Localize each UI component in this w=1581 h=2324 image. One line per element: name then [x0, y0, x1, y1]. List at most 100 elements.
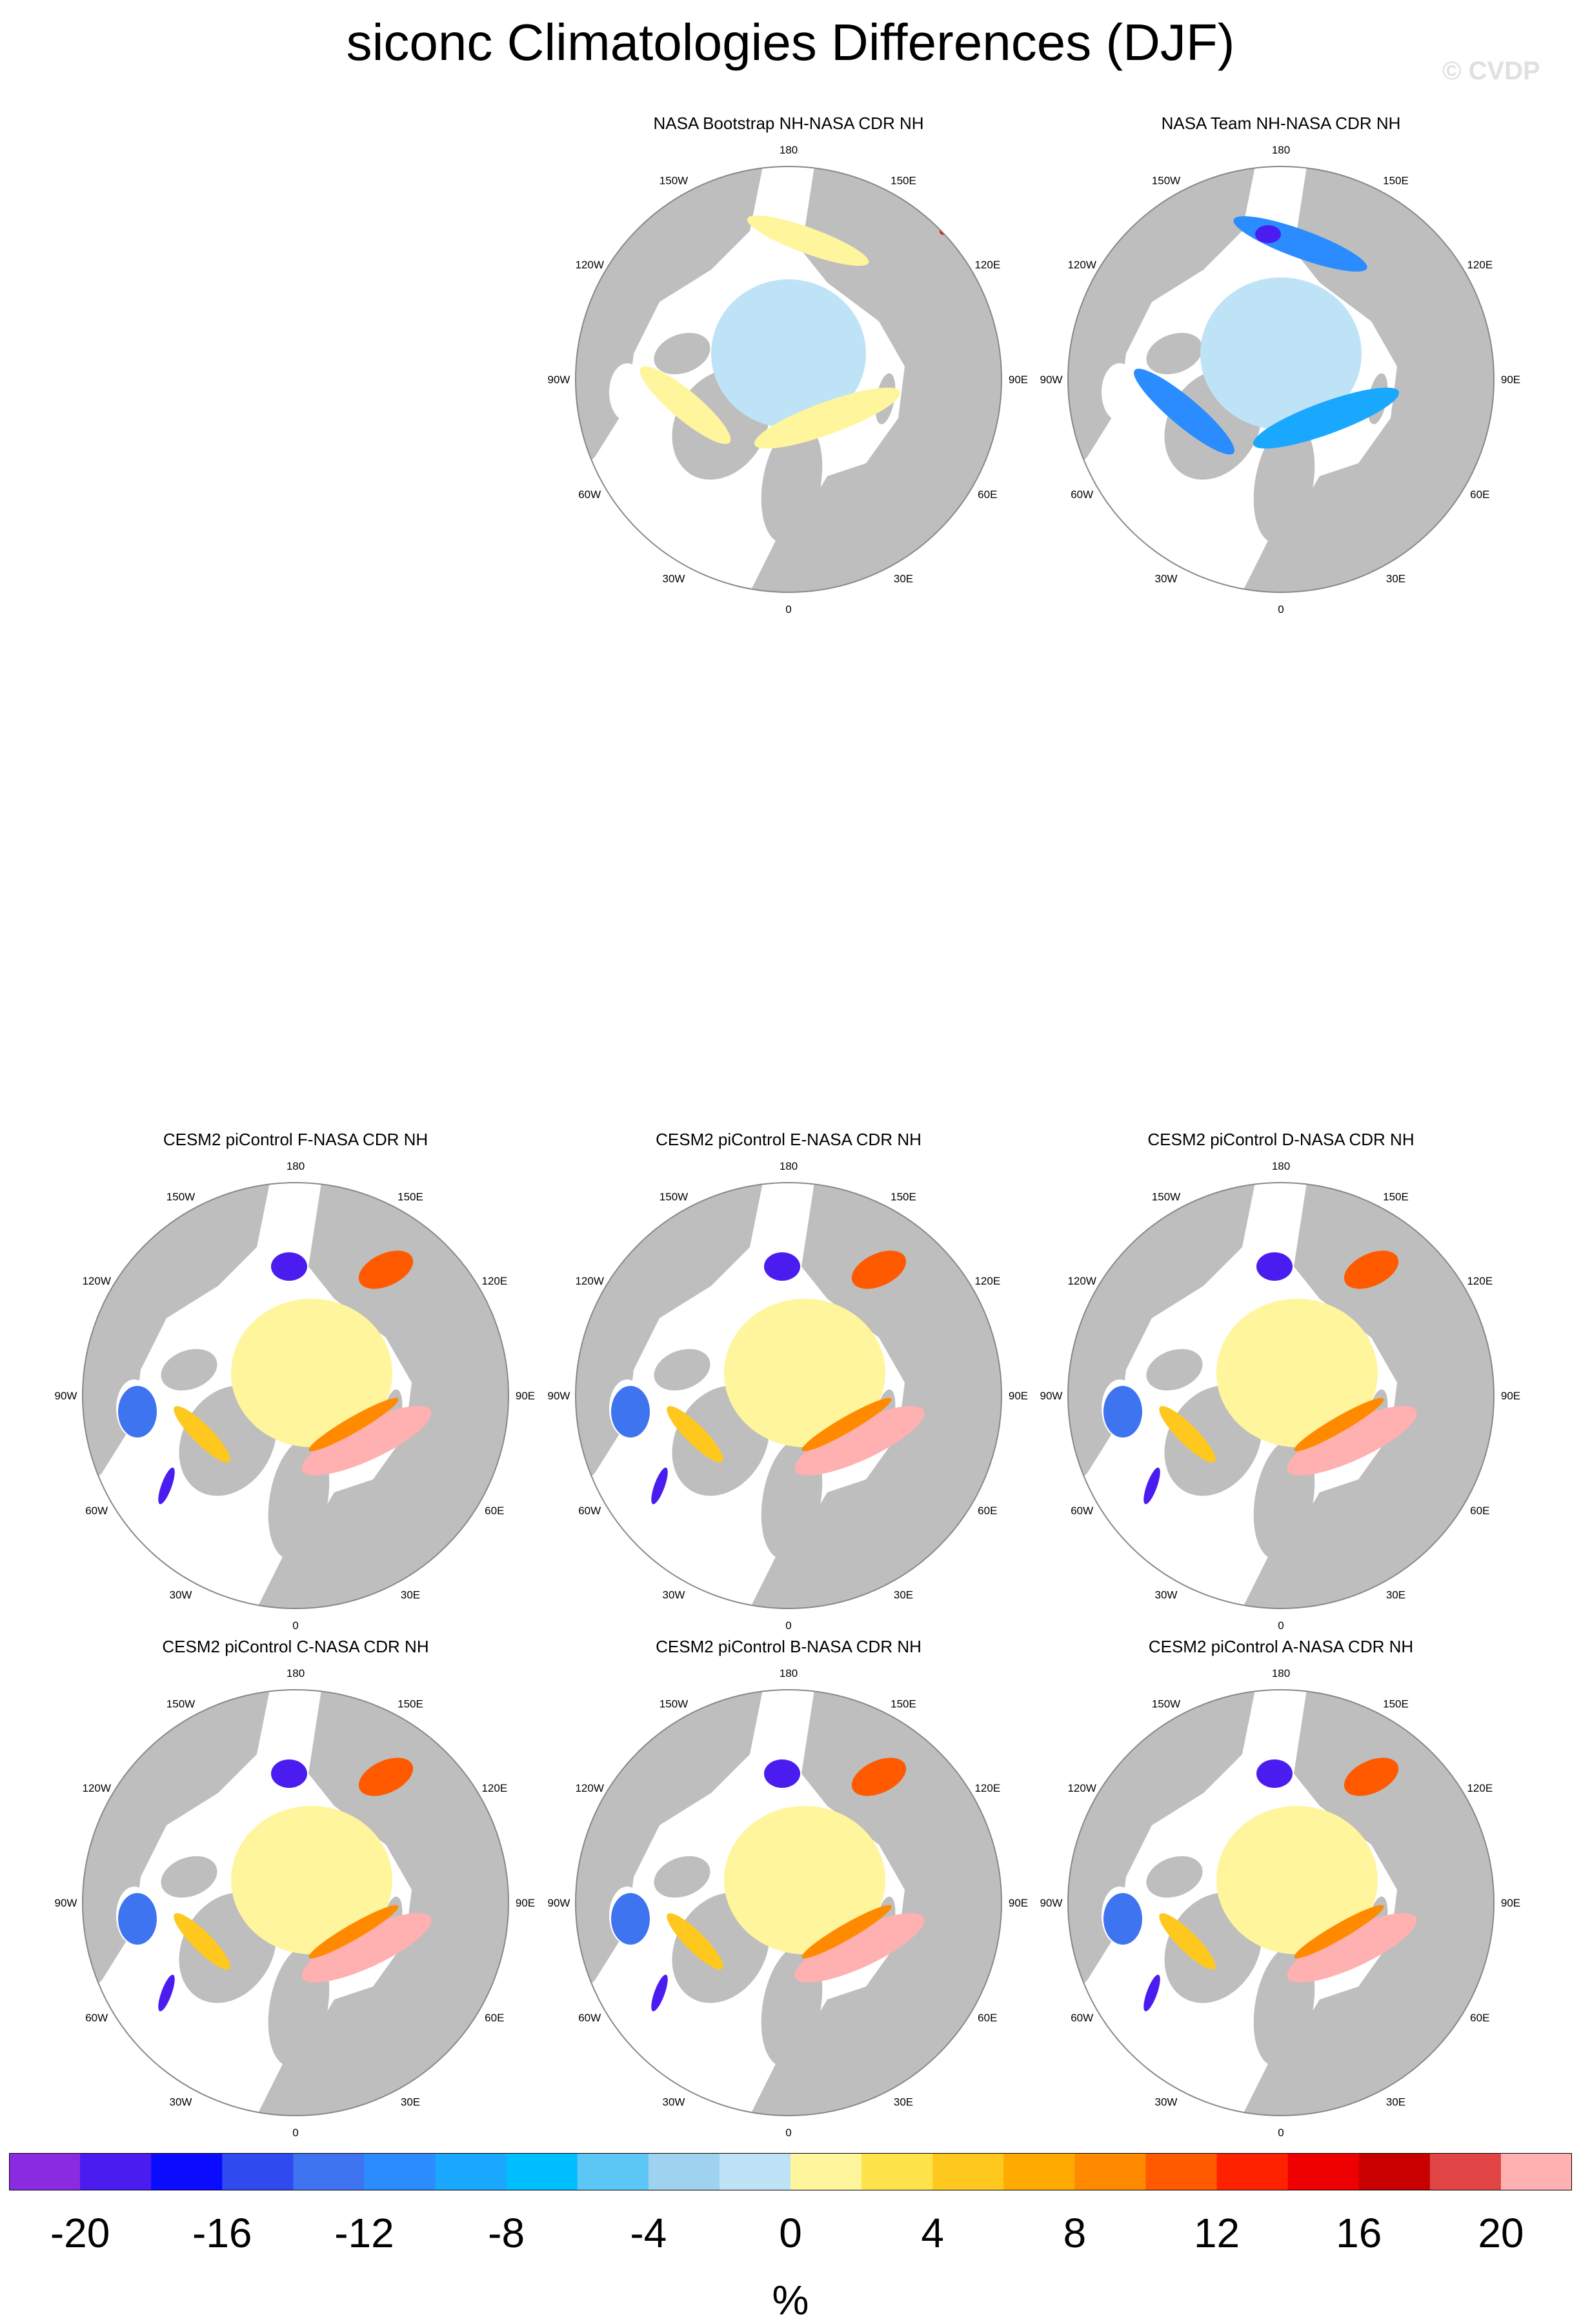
polar-map: 180 150E 120E 90E 60E 30E 0 30W 60W 90W 120W 150W — [1040, 1160, 1521, 1632]
panel-title: CESM2 piControl A-NASA CDR NH — [1148, 1637, 1414, 1656]
colorbar-tick-label: 16 — [1336, 2210, 1382, 2256]
longitude-label: 180 — [780, 144, 798, 156]
longitude-label: 30E — [894, 2096, 913, 2108]
longitude-label: 180 — [780, 1667, 798, 1679]
panel-title: CESM2 piControl B-NASA CDR NH — [656, 1637, 921, 1656]
colorbar-swatch — [719, 2153, 791, 2190]
panel-title: CESM2 piControl F-NASA CDR NH — [163, 1130, 428, 1149]
longitude-label: 90W — [548, 1390, 570, 1402]
longitude-label: 180 — [1272, 1160, 1290, 1172]
central-arctic-diff — [724, 1806, 885, 1954]
colorbar-swatch — [151, 2153, 223, 2190]
colorbar-swatch — [1429, 2153, 1502, 2190]
colorbar-swatch — [222, 2153, 294, 2190]
longitude-label: 60W — [1071, 2012, 1093, 2024]
hudson-bay-diff — [611, 1893, 650, 1945]
colorbar-swatch — [1358, 2153, 1431, 2190]
longitude-label: 150E — [398, 1191, 423, 1203]
scandinavia-landmass — [761, 422, 823, 543]
colorbar-swatch — [1145, 2153, 1218, 2190]
polar-map: 180 150E 120E 90E 60E 30E 0 30W 60W 90W 120W 150W — [55, 1667, 536, 2139]
canadian-archipelago-landmass — [654, 1856, 710, 1898]
longitude-label: 60E — [485, 2012, 504, 2024]
longitude-label: 30E — [894, 572, 913, 585]
eurasia-landmass — [750, 1183, 1002, 1608]
bering-diff — [271, 1759, 307, 1788]
baffin-diff — [174, 1406, 230, 1463]
longitude-label: 60E — [485, 1505, 504, 1517]
longitude-label: 120W — [82, 1275, 110, 1287]
hudson-bay-water — [1102, 363, 1138, 421]
longitude-label: 0 — [292, 2127, 298, 2139]
panel-title: NASA Team NH-NASA CDR NH — [1161, 114, 1401, 133]
kara-edge-diff — [308, 1905, 399, 1959]
longitude-label: 90W — [548, 374, 570, 386]
longitude-label: 90E — [1501, 1897, 1520, 1909]
polar-map: 180 150E 120E 90E 60E 30E 0 30W 60W 90W 120W 150W — [548, 144, 1029, 616]
longitude-label: 30E — [1386, 572, 1405, 585]
longitude-label: 60E — [978, 488, 997, 501]
bering-diff — [271, 1252, 307, 1281]
map-panel-nasa-bootstrap: NASA Bootstrap NH-NASA CDR NH 180 150E 120… — [540, 113, 1037, 616]
labrador-diff — [651, 1974, 668, 2012]
panel-title: NASA Bootstrap NH-NASA CDR NH — [653, 114, 924, 133]
longitude-label: 0 — [292, 1619, 298, 1632]
map-border — [1067, 1182, 1495, 1609]
longitude-label: 150W — [1152, 1698, 1180, 1710]
baffin-diff — [667, 1406, 723, 1463]
colorbar-swatch — [1500, 2153, 1572, 2190]
longitude-label: 30W — [1155, 1588, 1178, 1601]
longitude-label: 0 — [1278, 2127, 1284, 2139]
map-border — [575, 1689, 1002, 2116]
longitude-label: 150W — [166, 1191, 195, 1203]
longitude-label: 30W — [663, 2096, 685, 2108]
longitude-label: 120E — [481, 1782, 507, 1794]
longitude-label: 150W — [1152, 175, 1180, 187]
map-border — [1067, 166, 1495, 593]
longitude-label: 60E — [1470, 2012, 1489, 2024]
colorbar-tick-label: 8 — [1063, 2210, 1087, 2256]
hudson-bay-diff — [118, 1386, 157, 1437]
longitude-label: 0 — [785, 1619, 791, 1632]
canadian-archipelago-landmass — [654, 332, 710, 375]
map-border — [575, 1182, 1002, 1609]
baffin-diff — [639, 366, 731, 445]
map-panel-cesm2-d: CESM2 piControl D-NASA CDR NH 180 150E 120… — [1032, 1129, 1529, 1632]
colorbar-tick-label: -16 — [192, 2210, 252, 2256]
okhotsk-diff — [851, 1758, 907, 1796]
longitude-label: 180 — [1272, 1667, 1290, 1679]
canadian-archipelago-landmass — [1146, 1348, 1203, 1391]
colorbar-tick-label: -12 — [334, 2210, 394, 2256]
barents-diff — [301, 1406, 432, 1476]
longitude-label: 60E — [978, 2012, 997, 2024]
hudson-bay-diff — [118, 1893, 157, 1945]
hudson-bay-diff — [1103, 1386, 1142, 1437]
colorbar-swatch — [9, 2153, 81, 2190]
longitude-label: 120E — [1467, 259, 1493, 271]
kara-edge-diff — [1294, 1905, 1384, 1959]
polar-map: 180 150E 120E 90E 60E 30E 0 30W 60W 90W 120W 150W — [548, 1160, 1029, 1632]
longitude-label: 120E — [481, 1275, 507, 1287]
colorbar-swatch — [1216, 2153, 1289, 2190]
longitude-label: 120W — [82, 1782, 110, 1794]
barents-diff — [794, 1913, 925, 1983]
colorbar-tick-label: 4 — [921, 2210, 944, 2256]
panel-title: CESM2 piControl C-NASA CDR NH — [162, 1637, 429, 1656]
canadian-archipelago-landmass — [1146, 332, 1203, 375]
baffin-diff — [1159, 1913, 1216, 1970]
longitude-label: 90E — [516, 1897, 535, 1909]
polar-map: 180 150E 120E 90E 60E 30E 0 30W 60W 90W 120W 150W — [548, 1667, 1029, 2139]
longitude-label: 60W — [85, 1505, 108, 1517]
longitude-label: 150E — [891, 1191, 916, 1203]
map-border — [82, 1689, 509, 2116]
panel-title: CESM2 piControl D-NASA CDR NH — [1147, 1130, 1415, 1149]
eurasia-landmass — [750, 1690, 1002, 2116]
eurasia-landmass — [1242, 1183, 1494, 1608]
map-panel-cesm2-b: CESM2 piControl B-NASA CDR NH 180 150E 120… — [540, 1636, 1037, 2139]
longitude-label: 30E — [894, 1588, 913, 1601]
barents-diff — [1287, 1406, 1417, 1476]
map-panel-cesm2-f: CESM2 piControl F-NASA CDR NH 180 150E 120… — [47, 1129, 544, 1632]
longitude-label: 150E — [1383, 1698, 1409, 1710]
longitude-label: 60W — [578, 2012, 601, 2024]
map-panel-nasa-team: NASA Team NH-NASA CDR NH 180 150E 120E 90E 6… — [1032, 113, 1529, 616]
